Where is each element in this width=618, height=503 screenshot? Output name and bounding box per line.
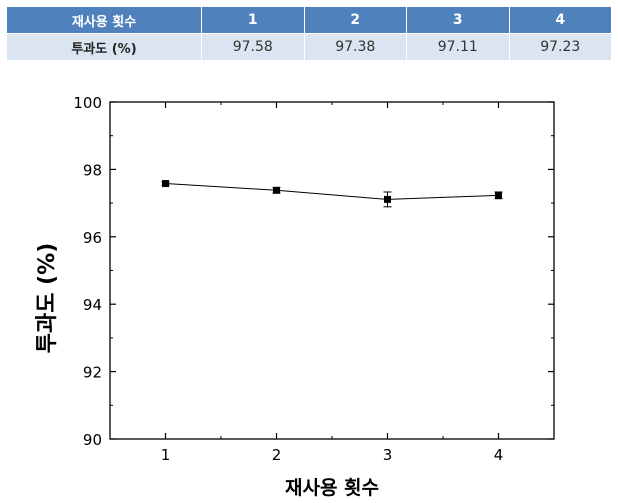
table-header-row: 재사용 횟수 1 2 3 4: [6, 6, 612, 34]
table-row-label: 투과도 (%): [6, 33, 202, 61]
data-point: [273, 186, 280, 194]
data-table: 재사용 횟수 1 2 3 4 투과도 (%) 97.58 97.38 97.11…: [6, 6, 612, 61]
x-axis-label: 재사용 횟수: [285, 477, 379, 499]
table-header-cell: 4: [508, 6, 612, 34]
x-tick-label: 4: [494, 446, 504, 464]
y-tick-label: 96: [83, 229, 102, 247]
x-tick-label: 3: [383, 446, 393, 464]
table-row: 투과도 (%) 97.58 97.38 97.11 97.23: [6, 33, 612, 61]
data-point: [495, 191, 502, 199]
y-tick-label: 92: [83, 364, 102, 382]
plot-frame: [109, 101, 555, 440]
table-cell: 97.23: [508, 33, 612, 61]
table-header-cell: 재사용 횟수: [6, 6, 202, 34]
table-header-cell: 2: [303, 6, 407, 34]
y-tick-label: 98: [83, 161, 102, 179]
y-tick-label: 94: [83, 296, 102, 314]
table-header-cell: 3: [406, 6, 510, 34]
x-tick-label: 2: [272, 446, 282, 464]
y-axis-label: 투과도 (%): [35, 243, 60, 354]
x-tick-label: 1: [161, 446, 171, 464]
data-point: [384, 195, 391, 203]
y-tick-label: 90: [83, 431, 102, 449]
series-line: [165, 183, 499, 200]
y-tick-label: 100: [73, 94, 102, 112]
data-point: [162, 180, 169, 188]
table-cell: 97.38: [303, 33, 407, 61]
table-cell: 97.58: [201, 33, 305, 61]
